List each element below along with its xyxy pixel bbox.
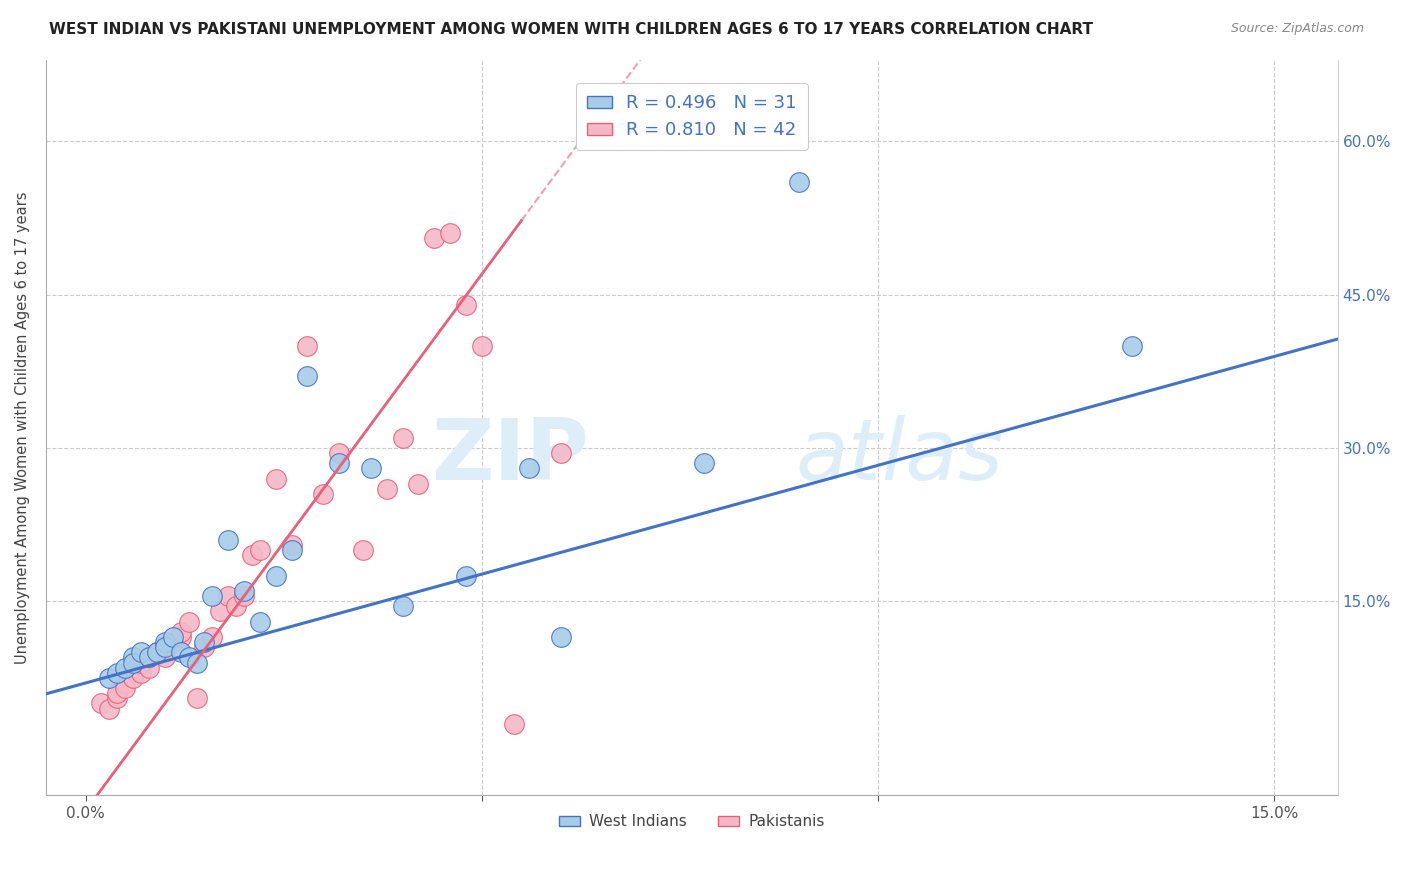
Point	[471, 339, 494, 353]
Point	[280, 538, 302, 552]
Point	[170, 624, 193, 639]
Point	[217, 589, 239, 603]
Point	[122, 656, 145, 670]
Text: WEST INDIAN VS PAKISTANI UNEMPLOYMENT AMONG WOMEN WITH CHILDREN AGES 6 TO 17 YEA: WEST INDIAN VS PAKISTANI UNEMPLOYMENT AM…	[49, 22, 1094, 37]
Point	[170, 645, 193, 659]
Point	[114, 676, 136, 690]
Point	[408, 476, 430, 491]
Point	[502, 717, 524, 731]
Point	[153, 640, 176, 655]
Point	[162, 630, 184, 644]
Point	[90, 697, 112, 711]
Point	[454, 568, 477, 582]
Point	[114, 660, 136, 674]
Point	[360, 461, 382, 475]
Point	[225, 599, 247, 614]
Point	[193, 640, 215, 655]
Point	[787, 175, 810, 189]
Point	[439, 227, 461, 241]
Point	[146, 645, 169, 659]
Point	[328, 456, 350, 470]
Point	[138, 650, 160, 665]
Point	[233, 589, 256, 603]
Point	[391, 599, 413, 614]
Point	[550, 630, 572, 644]
Point	[297, 369, 319, 384]
Point	[170, 630, 193, 644]
Point	[352, 543, 374, 558]
Point	[129, 656, 152, 670]
Point	[162, 635, 184, 649]
Point	[201, 589, 224, 603]
Text: Source: ZipAtlas.com: Source: ZipAtlas.com	[1230, 22, 1364, 36]
Point	[201, 630, 224, 644]
Point	[146, 645, 169, 659]
Point	[105, 691, 128, 706]
Point	[98, 671, 121, 685]
Point	[692, 456, 714, 470]
Point	[233, 584, 256, 599]
Point	[186, 691, 208, 706]
Text: ZIP: ZIP	[430, 416, 589, 499]
Point	[517, 461, 540, 475]
Point	[153, 635, 176, 649]
Point	[129, 665, 152, 680]
Point	[177, 615, 200, 629]
Point	[193, 635, 215, 649]
Point	[122, 671, 145, 685]
Point	[122, 650, 145, 665]
Point	[423, 231, 446, 245]
Point	[249, 615, 271, 629]
Point	[153, 650, 176, 665]
Point	[328, 446, 350, 460]
Point	[280, 543, 302, 558]
Point	[550, 446, 572, 460]
Point	[129, 645, 152, 659]
Point	[114, 681, 136, 695]
Point	[297, 339, 319, 353]
Point	[249, 543, 271, 558]
Point	[264, 472, 287, 486]
Legend: West Indians, Pakistanis: West Indians, Pakistanis	[553, 808, 831, 836]
Point	[98, 701, 121, 715]
Point	[217, 533, 239, 547]
Point	[186, 656, 208, 670]
Point	[209, 604, 232, 618]
Point	[454, 298, 477, 312]
Point	[138, 660, 160, 674]
Point	[1121, 339, 1143, 353]
Point	[312, 487, 335, 501]
Point	[264, 568, 287, 582]
Point	[177, 650, 200, 665]
Point	[105, 665, 128, 680]
Point	[391, 431, 413, 445]
Point	[153, 640, 176, 655]
Point	[375, 482, 398, 496]
Y-axis label: Unemployment Among Women with Children Ages 6 to 17 years: Unemployment Among Women with Children A…	[15, 191, 30, 664]
Text: atlas: atlas	[796, 416, 1002, 499]
Point	[138, 650, 160, 665]
Point	[105, 686, 128, 700]
Point	[240, 548, 263, 562]
